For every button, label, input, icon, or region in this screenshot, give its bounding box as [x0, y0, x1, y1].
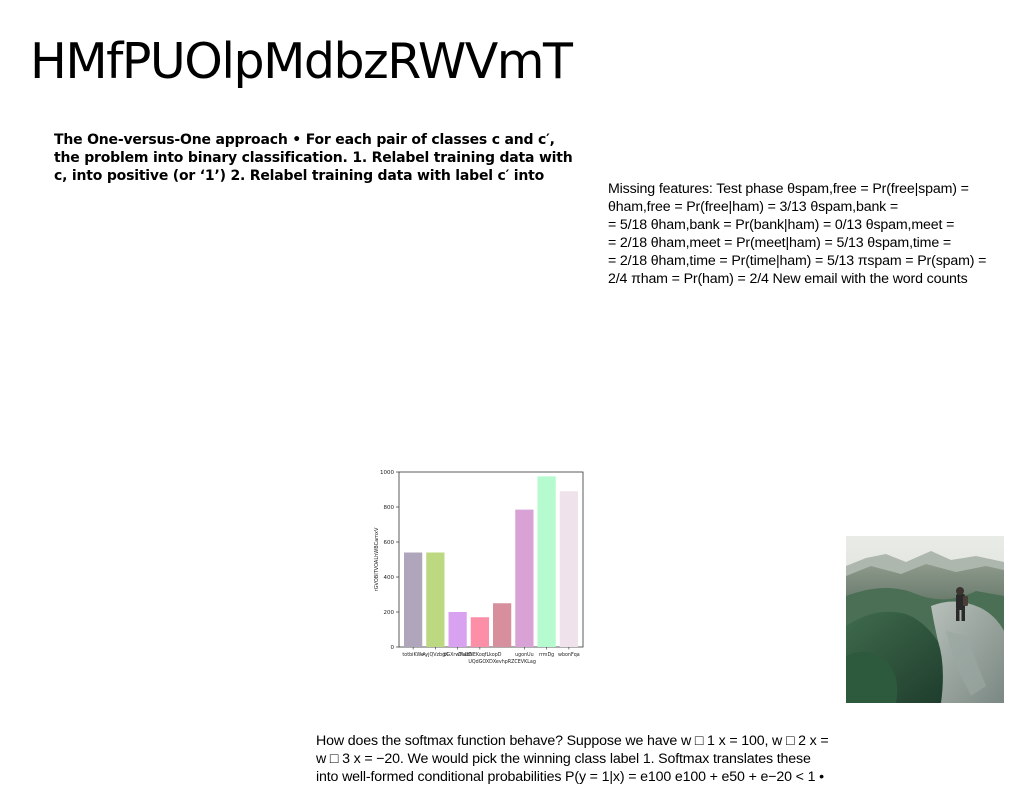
text-line: 2/4 πham = Pr(ham) = 2/4 New email with …: [608, 271, 968, 287]
y-axis-label: rGVOBITVOALhWBCamxV: [374, 527, 380, 591]
plot-frame: [398, 471, 584, 648]
bar: [493, 603, 512, 647]
y-tick-label: 600: [384, 540, 395, 546]
x-tick-label: ugonUu: [515, 652, 534, 658]
text-line: = 2/18 θham,meet = Pr(meet|ham) = 5/13 θ…: [608, 235, 952, 251]
one-vs-one-text-block: The One-versus-One approach • For each p…: [54, 131, 614, 185]
page-title: HMfPUOlpMdbzRWVmT: [30, 33, 573, 90]
bar: [448, 612, 467, 647]
text-line: = 5/18 θham,bank = Pr(bank|ham) = 0/13 θ…: [608, 217, 955, 233]
y-tick-label: 200: [384, 610, 395, 616]
softmax-text-block: How does the softmax function behave? Su…: [316, 732, 916, 786]
text-line: θham,free = Pr(free|ham) = 3/13 θspam,ba…: [608, 199, 899, 215]
bar: [559, 491, 578, 647]
text-line: into well-formed conditional probabiliti…: [316, 769, 824, 785]
text-line: Missing features: Test phase θspam,free …: [608, 181, 969, 197]
x-tick-label: wbonFqa: [558, 652, 580, 658]
bar: [426, 552, 445, 647]
y-tick-label: 400: [384, 575, 395, 581]
x-tick-label: AyjQVzbgX: [422, 652, 449, 658]
missing-features-text-block: Missing features: Test phase θspam,free …: [608, 180, 1024, 288]
text-line: The One-versus-One approach • For each p…: [54, 132, 555, 148]
x-tick-label: rrmDg: [539, 652, 554, 658]
x-tick-label: totbiKWe: [402, 652, 424, 658]
text-line: the problem into binary classification. …: [54, 150, 573, 166]
bar: [404, 552, 423, 647]
bar: [515, 509, 534, 647]
y-tick-label: 0: [391, 645, 395, 651]
bar-chart-svg: 0 200 400 600 800 1000 totbiKWeAyjQVzbgXbGXrwY…: [374, 470, 584, 665]
text-line: w □ 3 x = −20. We would pick the winning…: [316, 751, 811, 767]
x-tick-label: bGXrwYsUD: [443, 652, 472, 658]
x-tick-label: DlabNEKoqfLkopD: [458, 652, 501, 658]
x-tick-label: UQdGOXDXevhpRZCEVKLag: [468, 659, 536, 665]
y-tick-label: 800: [384, 505, 395, 511]
hiker-photo: [846, 536, 1004, 703]
hiker-on-mountain-ridge-photo: [846, 536, 1004, 703]
text-line: = 2/18 θham,time = Pr(time|ham) = 5/13 π…: [608, 253, 987, 269]
bar: [470, 617, 489, 647]
text-line: How does the softmax function behave? Su…: [316, 733, 829, 749]
y-tick-label: 1000: [380, 470, 394, 476]
bar-chart: 0 200 400 600 800 1000 totbiKWe AyjQVzbgX bGXrwY…: [364, 465, 589, 675]
bar: [537, 476, 556, 647]
text-line: c, into positive (or ‘1’) 2. Relabel tra…: [54, 168, 545, 184]
